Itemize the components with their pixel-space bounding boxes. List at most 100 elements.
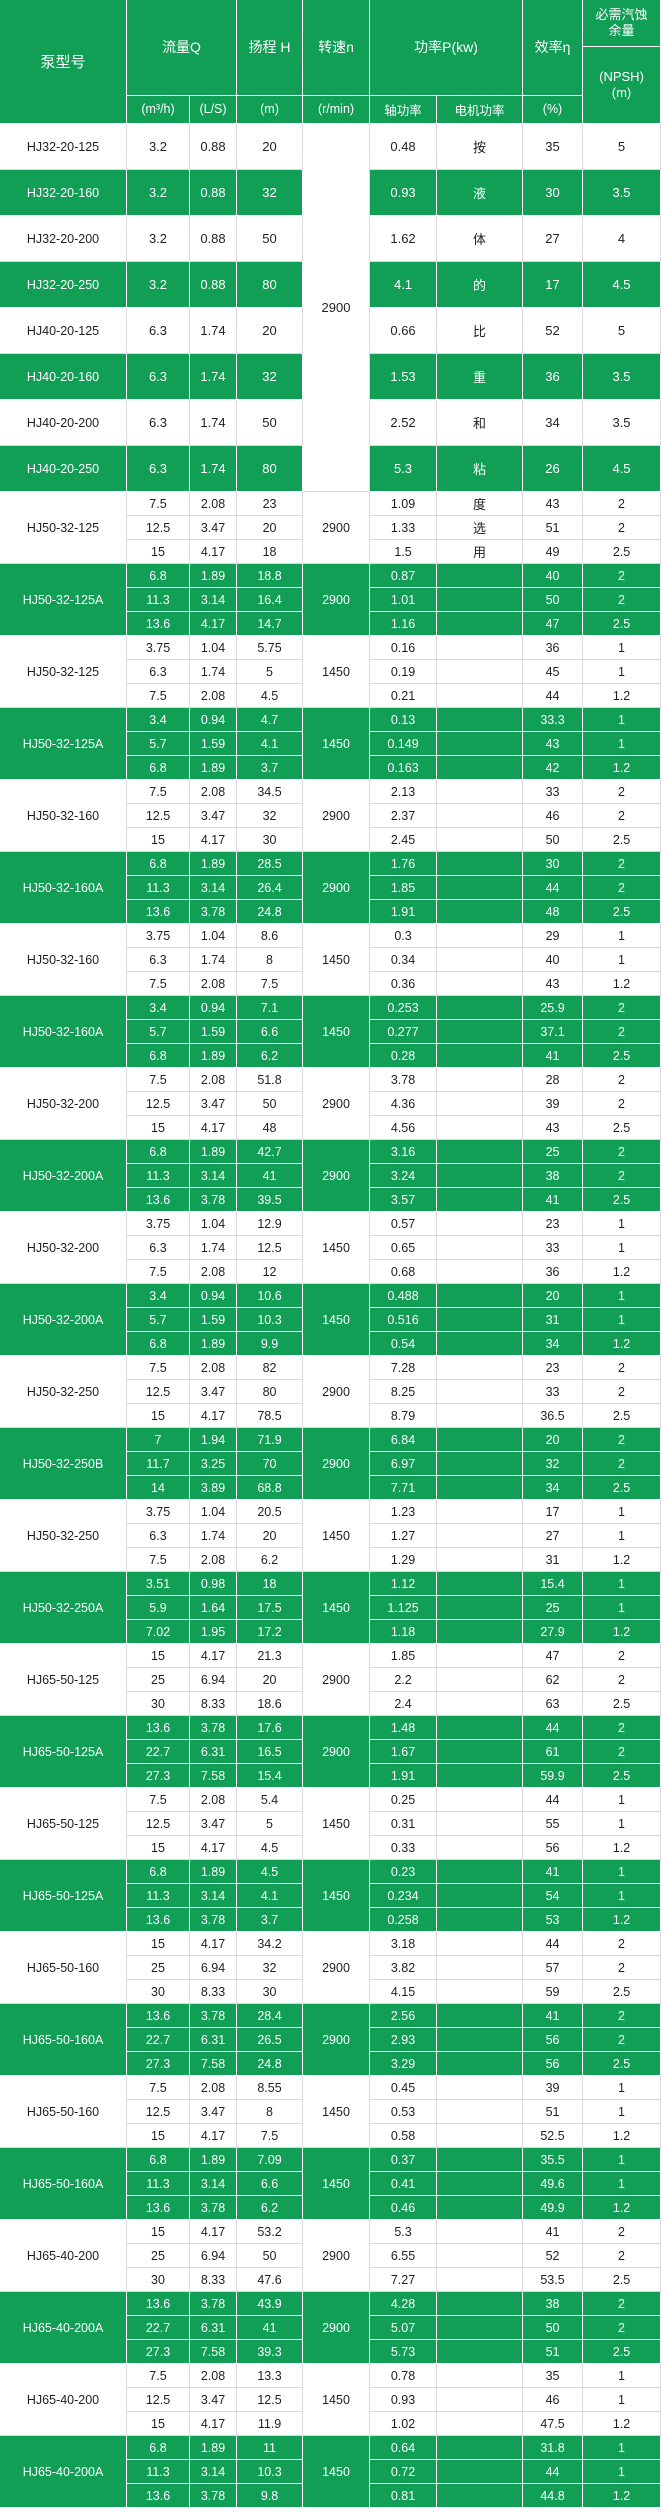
cell-head: 12 (237, 1260, 304, 1284)
cell-shaft-power: 0.93 (370, 170, 438, 216)
cell-head: 50 (237, 216, 304, 262)
cell-npsh: 2.5 (583, 540, 661, 564)
table-row: 11.7 3.25 70 6.97 32 2 (0, 1452, 661, 1476)
cell-npsh: 1.2 (583, 2124, 661, 2148)
cell-motor-power (437, 852, 524, 876)
table-row: 15 4.17 30 2.45 50 2.5 (0, 828, 661, 852)
cell-flow-m3h: 12.5 (127, 1092, 190, 1116)
cell-flow-ls: 0.88 (190, 216, 238, 262)
cell-flow-ls: 1.74 (190, 660, 238, 684)
cell-shaft-power: 0.54 (370, 1332, 438, 1356)
table-row: 5.9 1.64 17.5 1.125 25 1 (0, 1596, 661, 1620)
cell-model: HJ65-50-125 (0, 1644, 127, 1716)
table-row: 25 6.94 32 3.82 57 2 (0, 1956, 661, 1980)
cell-motor-power: 重 (437, 354, 524, 400)
cell-motor-power (437, 996, 524, 1020)
cell-flow-ls: 1.94 (190, 1428, 238, 1452)
cell-npsh: 4.5 (583, 446, 661, 492)
cell-shaft-power: 1.18 (370, 1620, 438, 1644)
cell-npsh: 1 (583, 1596, 661, 1620)
cell-efficiency: 51 (523, 2340, 584, 2364)
table-row: 15 4.17 11.9 1.02 47.5 1.2 (0, 2412, 661, 2436)
cell-efficiency: 33.3 (523, 708, 584, 732)
cell-npsh: 2 (583, 1668, 661, 1692)
cell-efficiency: 25 (523, 1140, 584, 1164)
cell-flow-ls: 1.64 (190, 1596, 238, 1620)
cell-head: 34.2 (237, 1932, 304, 1956)
cell-shaft-power: 1.01 (370, 588, 438, 612)
cell-shaft-power: 3.29 (370, 2052, 438, 2076)
cell-head: 50 (237, 400, 304, 446)
table-row: HJ40-20-250 6.3 1.74 80 5.3 粘 26 4.5 (0, 446, 661, 492)
cell-efficiency: 62 (523, 1668, 584, 1692)
cell-shaft-power: 2.2 (370, 1668, 438, 1692)
cell-flow-m3h: 12.5 (127, 1812, 190, 1836)
cell-flow-m3h: 6.3 (127, 660, 190, 684)
cell-npsh: 2 (583, 2244, 661, 2268)
cell-motor-power (437, 1980, 524, 2004)
cell-shaft-power: 1.33 (370, 516, 438, 540)
cell-flow-m3h: 12.5 (127, 1380, 190, 1404)
cell-flow-ls: 6.31 (190, 2028, 238, 2052)
cell-flow-m3h: 15 (127, 1644, 190, 1668)
cell-motor-power (437, 660, 524, 684)
table-row: HJ40-20-125 6.3 1.74 20 0.66 比 52 5 (0, 308, 661, 354)
cell-head: 80 (237, 1380, 304, 1404)
cell-flow-ls: 3.47 (190, 804, 238, 828)
cell-npsh: 2.5 (583, 2268, 661, 2292)
cell-npsh: 4.5 (583, 262, 661, 308)
cell-speed: 1450 (303, 1572, 371, 1644)
cell-efficiency: 29 (523, 924, 584, 948)
cell-head: 10.3 (237, 1308, 304, 1332)
cell-head: 20 (237, 1524, 304, 1548)
cell-flow-ls: 3.78 (190, 900, 238, 924)
cell-flow-ls: 3.25 (190, 1452, 238, 1476)
cell-efficiency: 44 (523, 2460, 584, 2484)
cell-flow-ls: 4.17 (190, 1116, 238, 1140)
cell-model: HJ40-20-160 (0, 354, 127, 400)
cell-efficiency: 39 (523, 1092, 584, 1116)
cell-npsh: 1.2 (583, 2412, 661, 2436)
cell-head: 18.6 (237, 1692, 304, 1716)
cell-shaft-power: 0.36 (370, 972, 438, 996)
table-row: HJ32-20-200 3.2 0.88 50 1.62 体 27 4 (0, 216, 661, 262)
cell-head: 3.7 (237, 1908, 304, 1932)
table-row: 12.5 3.47 8 0.53 51 1 (0, 2100, 661, 2124)
cell-npsh: 1 (583, 1572, 661, 1596)
cell-head: 18 (237, 1572, 304, 1596)
cell-flow-ls: 1.89 (190, 1332, 238, 1356)
cell-head: 28.5 (237, 852, 304, 876)
header-speed: 转速n (303, 0, 371, 96)
cell-npsh: 1 (583, 2436, 661, 2460)
cell-efficiency: 31.8 (523, 2436, 584, 2460)
table-row: 30 8.33 18.6 2.4 63 2.5 (0, 1692, 661, 1716)
cell-flow-ls: 1.74 (190, 308, 238, 354)
cell-shaft-power: 0.53 (370, 2100, 438, 2124)
cell-motor-power (437, 1908, 524, 1932)
cell-npsh: 1 (583, 708, 661, 732)
cell-efficiency: 44 (523, 1788, 584, 1812)
cell-npsh: 1 (583, 924, 661, 948)
cell-npsh: 3.5 (583, 170, 661, 216)
cell-motor-power (437, 828, 524, 852)
cell-model: HJ40-20-200 (0, 400, 127, 446)
cell-flow-m3h: 13.6 (127, 2292, 190, 2316)
cell-efficiency: 30 (523, 852, 584, 876)
cell-flow-ls: 7.58 (190, 1764, 238, 1788)
cell-efficiency: 49.9 (523, 2196, 584, 2220)
cell-efficiency: 35 (523, 2364, 584, 2388)
cell-npsh: 2 (583, 564, 661, 588)
cell-npsh: 1 (583, 660, 661, 684)
cell-shaft-power: 0.277 (370, 1020, 438, 1044)
cell-flow-ls: 3.47 (190, 2100, 238, 2124)
cell-motor-power (437, 1860, 524, 1884)
cell-model: HJ65-40-200A (0, 2436, 127, 2508)
cell-flow-m3h: 13.6 (127, 2004, 190, 2028)
cell-head: 8 (237, 948, 304, 972)
cell-npsh: 2 (583, 2004, 661, 2028)
cell-motor-power (437, 1284, 524, 1308)
cell-efficiency: 17 (523, 262, 584, 308)
cell-efficiency: 20 (523, 1428, 584, 1452)
cell-head: 32 (237, 1956, 304, 1980)
cell-flow-m3h: 3.75 (127, 1500, 190, 1524)
